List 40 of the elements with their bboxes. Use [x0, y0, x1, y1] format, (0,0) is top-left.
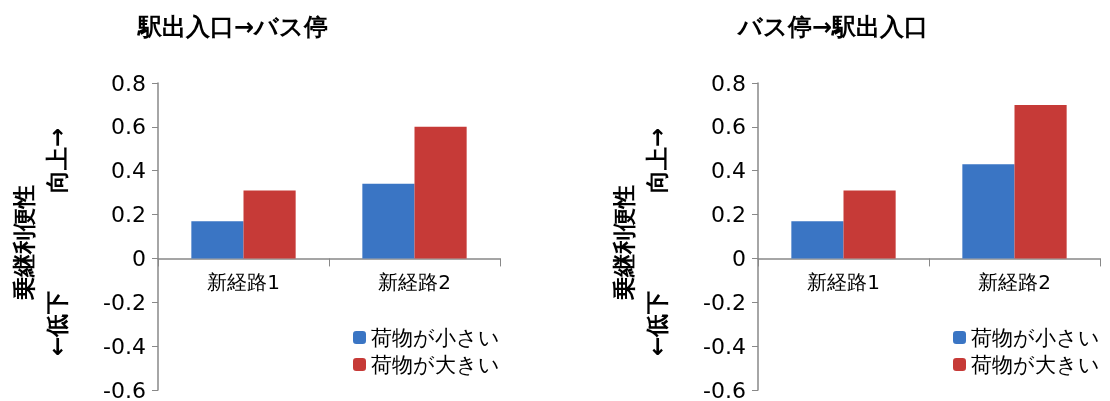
y-tick-label: 0.2 — [111, 202, 146, 228]
bar — [1014, 104, 1067, 259]
legend-label: 荷物が大きい — [971, 352, 1100, 377]
bar — [362, 183, 415, 259]
x-tick-label: 新経路1 — [807, 270, 880, 295]
y-tick-label: -0.4 — [103, 333, 146, 359]
text: 向上→ — [643, 127, 670, 193]
bar — [962, 164, 1015, 259]
x-tick-label: 新経路2 — [378, 270, 451, 295]
bar — [791, 221, 844, 259]
bar — [843, 190, 896, 259]
y-axis-title: 乗継利便性 — [10, 185, 37, 301]
text: ←低下 — [643, 290, 670, 356]
legend-label: 荷物が大きい — [371, 352, 500, 377]
x-tick-label: 新経路2 — [978, 270, 1051, 295]
y-tick-label: -0.6 — [703, 377, 746, 401]
y-tick-label: 0.4 — [711, 158, 746, 184]
bar — [243, 190, 296, 259]
y-tick-label: 0.6 — [111, 114, 146, 140]
y-tick-label: -0.4 — [703, 333, 746, 359]
y-tick-label: -0.2 — [103, 289, 146, 315]
y-tick-label: 0 — [132, 245, 146, 271]
y-axis-title: 乗継利便性 — [610, 185, 637, 301]
y-tick-label: 0.6 — [711, 114, 746, 140]
y-tick-label: 0.4 — [111, 158, 146, 184]
chart-title: バス停→駅出入口 — [736, 13, 929, 41]
bar — [414, 126, 467, 259]
chart-title: 駅出入口→バス停 — [137, 13, 329, 41]
y-tick-label: -0.6 — [103, 377, 146, 401]
y-tick-label: 0.2 — [711, 202, 746, 228]
y-tick-label: 0.8 — [111, 70, 146, 96]
legend-label: 荷物が小さい — [371, 325, 500, 350]
text: 向上→ — [43, 127, 70, 193]
bar — [191, 221, 244, 259]
legend-label: 荷物が小さい — [971, 325, 1100, 350]
y-tick-label: 0 — [732, 245, 746, 271]
x-tick-label: 新経路1 — [207, 270, 280, 295]
y-tick-label: 0.8 — [711, 70, 746, 96]
y-tick-label: -0.2 — [703, 289, 746, 315]
text: ←低下 — [43, 290, 70, 356]
